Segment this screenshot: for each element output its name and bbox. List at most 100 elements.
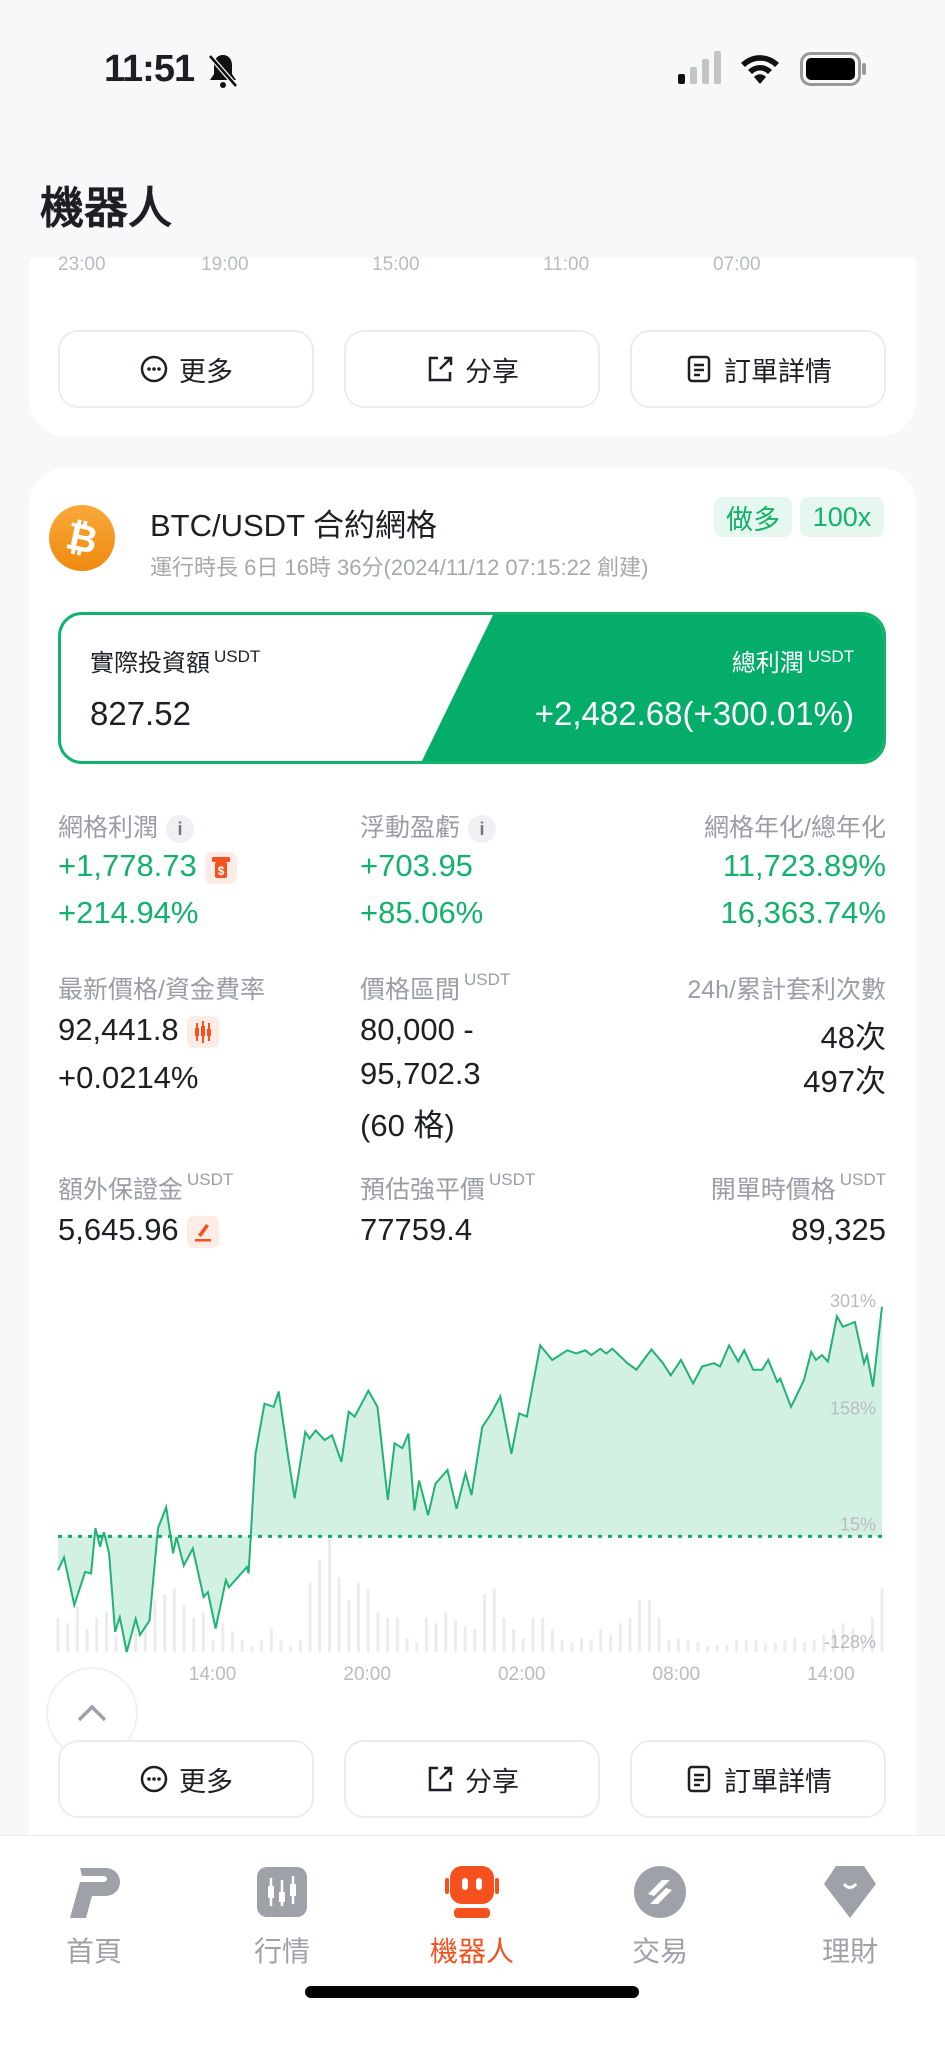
share-icon bbox=[428, 1766, 453, 1792]
arbitrage-24h-value: 48次 bbox=[820, 1020, 886, 1055]
volume-bar bbox=[279, 1640, 283, 1652]
x-tick-label: 14:00 bbox=[189, 1664, 237, 1685]
volume-bar bbox=[822, 1634, 826, 1652]
tab-robot[interactable]: 機器人 bbox=[412, 1864, 532, 1970]
share-icon bbox=[428, 356, 453, 382]
y-tick-label: -128% bbox=[824, 1632, 876, 1652]
volume-bar bbox=[880, 1588, 884, 1652]
volume-bar bbox=[618, 1623, 622, 1652]
volume-bar bbox=[531, 1617, 535, 1652]
volume-bar bbox=[870, 1617, 874, 1652]
robot-icon bbox=[445, 1866, 499, 1918]
tab-market[interactable]: 行情 bbox=[222, 1864, 342, 1970]
grid-annualized-value: 11,723.89% bbox=[722, 848, 886, 883]
volume-bar bbox=[376, 1611, 380, 1652]
tab-home[interactable]: 首頁 bbox=[34, 1864, 154, 1970]
volume-bar bbox=[424, 1617, 428, 1652]
volume-bar bbox=[201, 1611, 205, 1652]
volume-bar bbox=[793, 1638, 797, 1652]
volume-bar bbox=[337, 1577, 341, 1652]
order-details-button[interactable]: 訂單詳情 bbox=[630, 1740, 886, 1818]
volume-bar bbox=[841, 1623, 845, 1652]
chevron-up-icon bbox=[77, 1704, 107, 1722]
edit-icon[interactable] bbox=[186, 1215, 219, 1248]
home-indicator bbox=[305, 1986, 639, 1998]
funding-rate-value: +0.0214% bbox=[58, 1060, 199, 1095]
candlestick-chart-icon[interactable] bbox=[186, 1015, 219, 1048]
volume-bar bbox=[579, 1638, 583, 1652]
button-label: 更多 bbox=[179, 356, 233, 387]
volume-bar bbox=[676, 1638, 680, 1652]
page-title: 機器人 bbox=[40, 184, 172, 233]
volume-bar bbox=[783, 1640, 787, 1652]
order-details-button[interactable]: 訂單詳情 bbox=[630, 330, 886, 408]
grid-profit-label: 網格利潤 i bbox=[58, 808, 195, 844]
withdraw-profit-icon[interactable]: $ bbox=[204, 851, 237, 884]
home-p-icon bbox=[70, 1868, 120, 1918]
volume-bar bbox=[230, 1631, 234, 1652]
tab-finance[interactable]: 理財 bbox=[790, 1864, 910, 1970]
btc-coin-icon: ₿ bbox=[49, 505, 115, 571]
extra-margin-value: 5,645.96 bbox=[58, 1212, 219, 1248]
x-tick-label: 19:00 bbox=[201, 254, 249, 275]
y-tick-label: 158% bbox=[830, 1399, 876, 1419]
volume-bar bbox=[647, 1600, 651, 1652]
volume-bar bbox=[260, 1640, 264, 1652]
direction-badge: 做多 bbox=[714, 497, 792, 537]
volume-bar bbox=[318, 1560, 322, 1652]
volume-bar bbox=[764, 1642, 768, 1652]
volume-bar bbox=[444, 1611, 448, 1652]
leverage-badge: 100x bbox=[800, 497, 884, 537]
liquidation-price-label: 預估強平價 USDT bbox=[360, 1170, 536, 1204]
volume-bar bbox=[327, 1537, 331, 1652]
volume-bar bbox=[211, 1640, 215, 1652]
total-profit-value: +2,482.68(+300.01%) bbox=[534, 695, 854, 732]
share-button[interactable]: 分享 bbox=[344, 1740, 600, 1818]
volume-bar bbox=[706, 1646, 710, 1652]
volume-bar bbox=[502, 1617, 506, 1652]
volume-bar bbox=[134, 1594, 138, 1652]
pnl-line bbox=[57, 1306, 883, 1653]
volume-bar bbox=[453, 1619, 457, 1652]
info-icon[interactable]: i bbox=[166, 815, 195, 844]
share-button[interactable]: 分享 bbox=[344, 330, 600, 408]
wifi-icon bbox=[741, 55, 779, 84]
volume-bar bbox=[75, 1606, 79, 1652]
investment-value: 827.52 bbox=[90, 695, 191, 732]
volume-bar bbox=[570, 1642, 574, 1652]
extra-margin-label: 額外保證金 USDT bbox=[58, 1170, 234, 1204]
bell-slash-icon bbox=[208, 54, 238, 88]
bot-title: BTC/USDT 合約網格 bbox=[150, 508, 438, 543]
volume-bar bbox=[182, 1606, 186, 1652]
more-circle-icon bbox=[140, 355, 168, 383]
pnl-chart: 301% 158% 15% -128% 14:00 20:00 02:00 08:00 14:… bbox=[56, 1291, 884, 1685]
previous-bot-card: 23:00 19:00 15:00 11:00 07:00 更多 分享 訂單詳情 bbox=[29, 254, 916, 436]
trade-icon bbox=[634, 1866, 686, 1918]
battery-icon bbox=[800, 52, 866, 86]
tab-trade[interactable]: 交易 bbox=[600, 1864, 720, 1970]
volume-bar bbox=[725, 1645, 729, 1652]
volume-bar bbox=[463, 1626, 467, 1652]
floating-pnl-pct: +85.06% bbox=[360, 895, 484, 930]
volume-bar bbox=[415, 1642, 419, 1652]
volume-bar bbox=[638, 1600, 642, 1652]
info-icon[interactable]: i bbox=[468, 815, 497, 844]
more-button[interactable]: 更多 bbox=[58, 1740, 314, 1818]
volume-bar bbox=[192, 1617, 196, 1652]
grid-profit-value: +1,778.73 $ bbox=[58, 848, 237, 884]
volume-bar bbox=[347, 1600, 351, 1652]
runtime-text: 運行時長 6日 16時 36分(2024/11/12 07:15:22 創建) bbox=[150, 555, 649, 580]
x-tick-label: 08:00 bbox=[653, 1664, 701, 1685]
volume-bar bbox=[550, 1629, 554, 1652]
x-tick-label: 07:00 bbox=[713, 254, 761, 275]
volume-bar bbox=[492, 1588, 496, 1652]
volume-bar bbox=[861, 1640, 865, 1652]
volume-bar bbox=[802, 1642, 806, 1652]
volume-bar bbox=[560, 1640, 564, 1652]
more-button[interactable]: 更多 bbox=[58, 330, 314, 408]
annualized-label: 網格年化/總年化 bbox=[704, 814, 886, 842]
button-label: 分享 bbox=[465, 356, 519, 387]
button-label: 訂單詳情 bbox=[724, 1766, 832, 1797]
volume-bar bbox=[405, 1638, 409, 1652]
grid-count: (60 格) bbox=[360, 1108, 455, 1143]
